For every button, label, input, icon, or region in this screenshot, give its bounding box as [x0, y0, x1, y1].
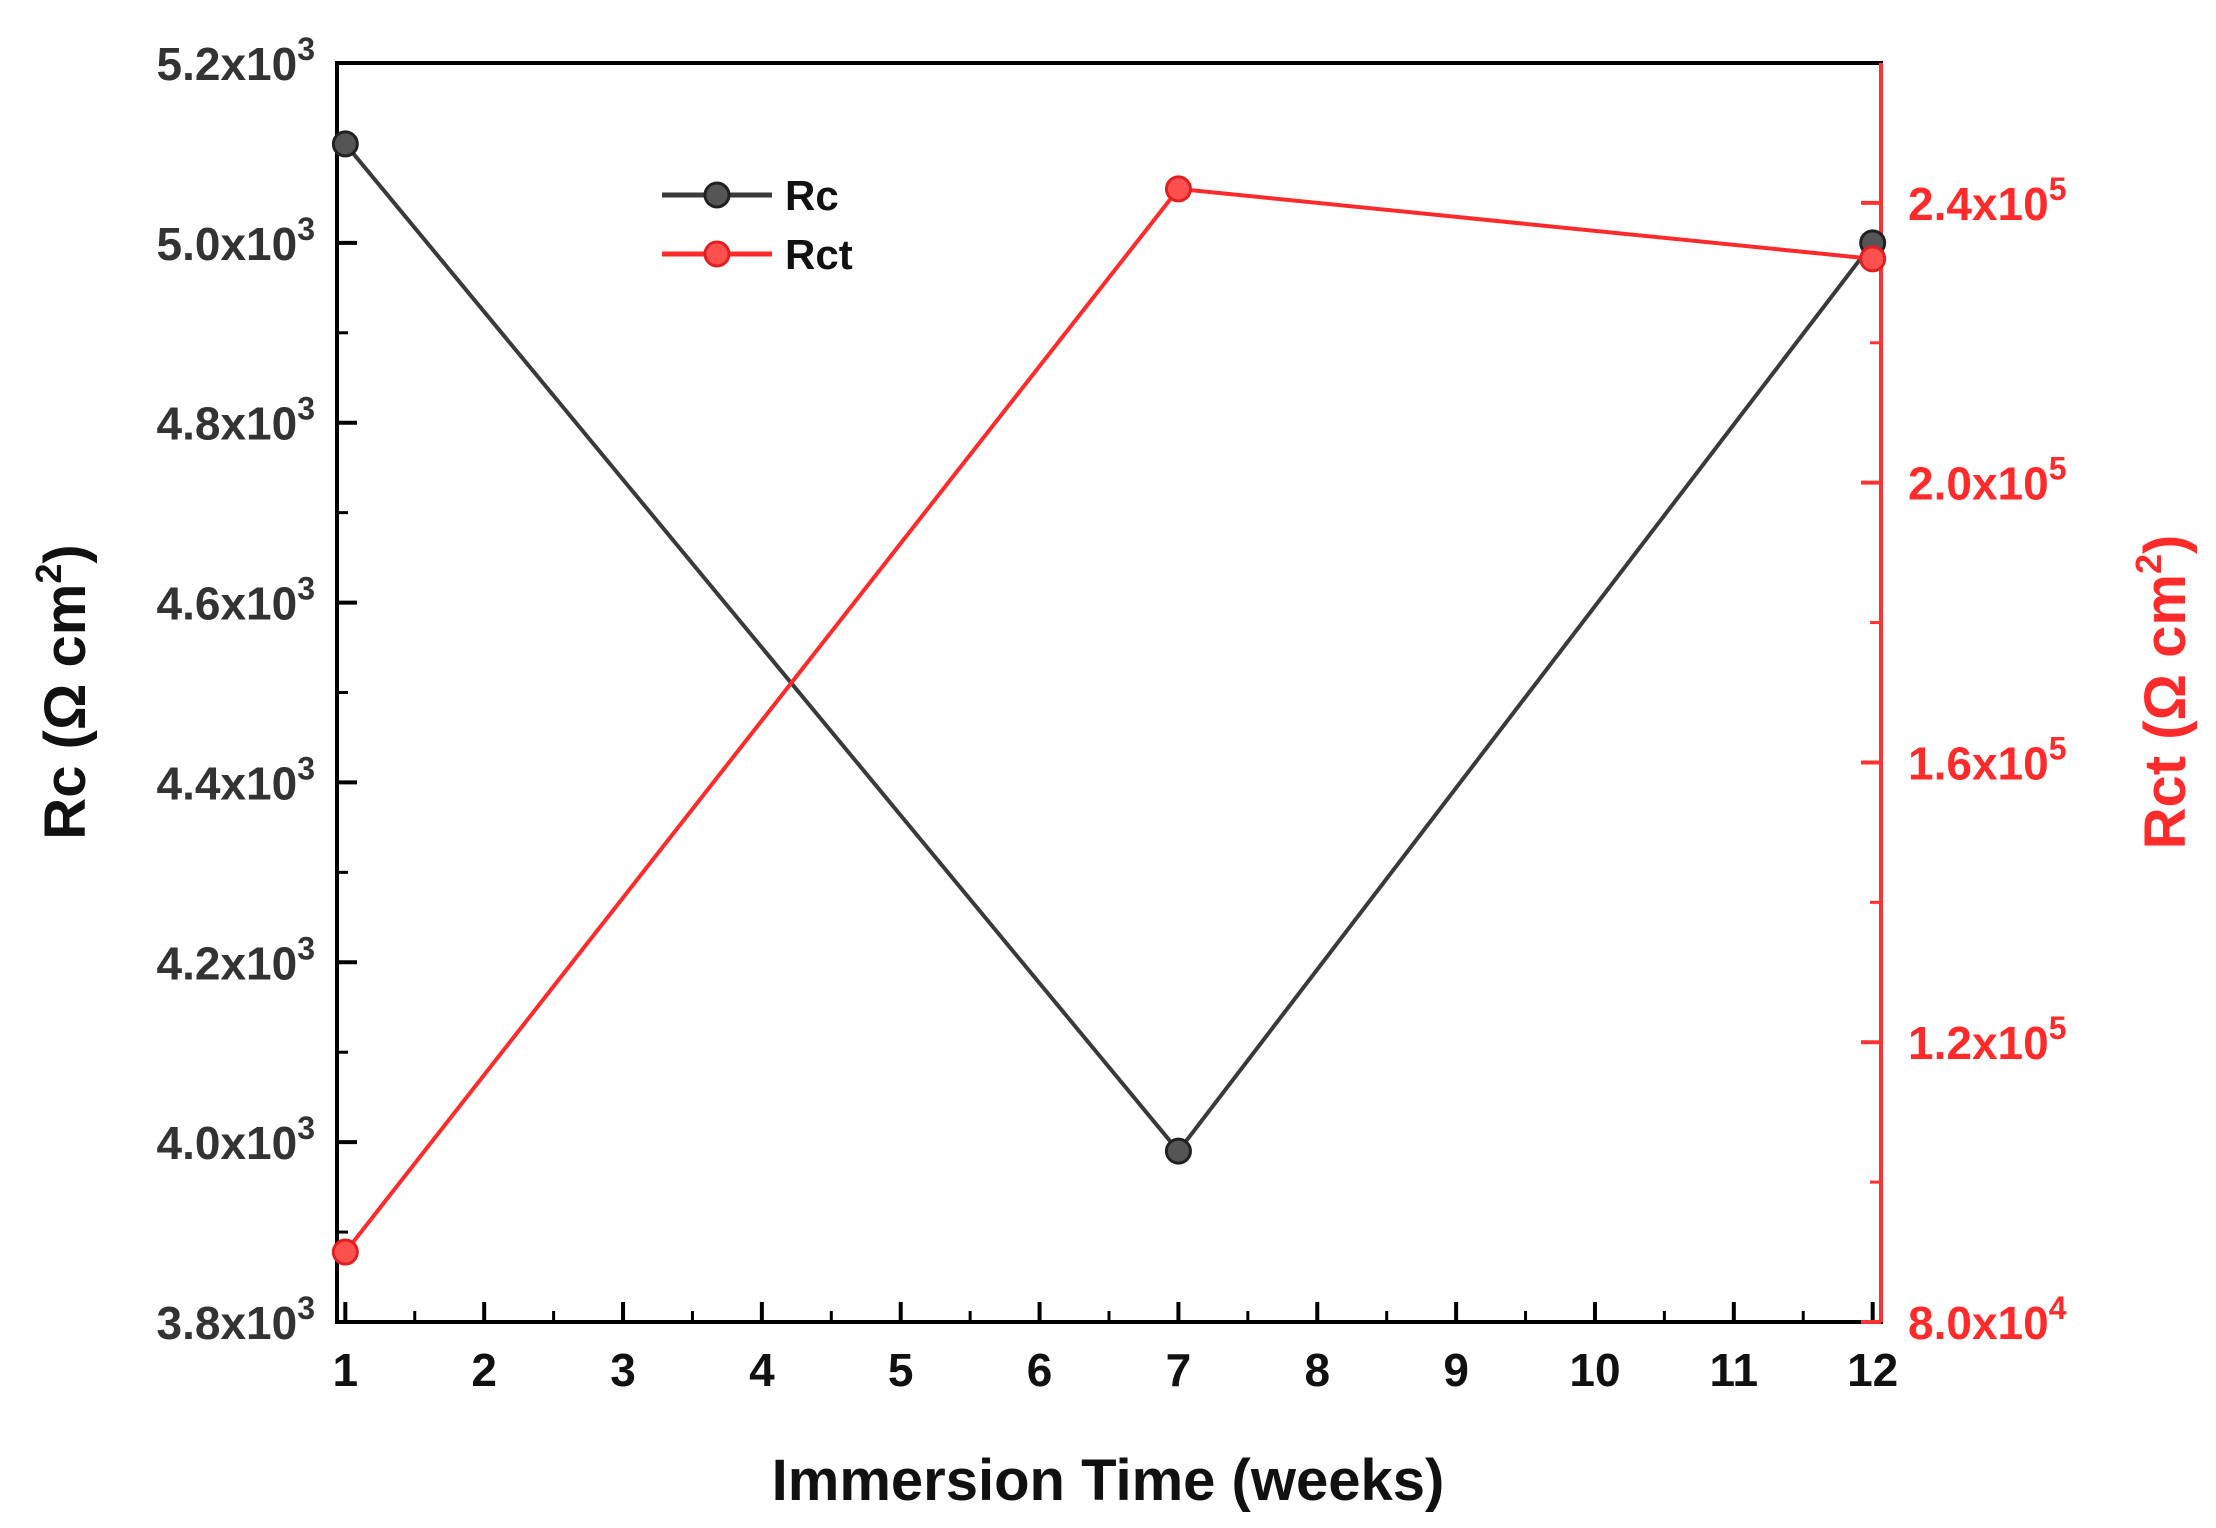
right-tick-label-160000-mantissa: 1.6x10: [1908, 737, 2049, 789]
right-axis-title-sup: 2: [2128, 554, 2169, 574]
left-axis-title-close: ): [33, 544, 98, 563]
legend-entry-rct: Rct: [662, 231, 853, 278]
legend-entry-rc: Rc: [662, 172, 839, 219]
series-layer: [331, 130, 1887, 1266]
x-tick-label-2: 2: [471, 1344, 497, 1396]
right-tick-label-120000: 1.2x105: [1908, 1010, 2067, 1069]
left-tick-label-4800-exponent: 3: [297, 391, 315, 427]
left-tick-label-4200: 4.2x103: [157, 930, 316, 989]
right-tick-label-240000-exponent: 5: [2049, 171, 2067, 207]
right-tick-label-200000-exponent: 5: [2049, 451, 2067, 487]
left-tick-label-4200-exponent: 3: [297, 930, 315, 966]
left-tick-label-5000-exponent: 3: [297, 211, 315, 247]
series-line-rct: [343, 186, 1873, 1254]
left-tick-label-4000-exponent: 3: [297, 1110, 315, 1146]
right-axis-title-main: Rct (Ω cm: [2133, 574, 2198, 849]
right-tick-label-80000-exponent: 4: [2049, 1290, 2067, 1326]
x-tick-label-10: 10: [1569, 1344, 1620, 1396]
right-tick-label-200000-mantissa: 2.0x10: [1908, 458, 2049, 510]
left-tick-label-4400-mantissa: 4.4x10: [157, 757, 298, 809]
left-tick-label-5200-exponent: 3: [297, 31, 315, 67]
left-tick-label-4600-exponent: 3: [297, 571, 315, 607]
data-point-rct-week-7: [1164, 175, 1192, 203]
left-axis-title-main: Rc (Ω cm: [33, 584, 98, 840]
plot-frame: [335, 61, 1883, 1324]
data-point-rc-week-7: [1164, 1137, 1192, 1165]
x-tick-label-3: 3: [610, 1344, 636, 1396]
left-tick-label-4800: 4.8x103: [157, 391, 316, 450]
x-tick-label-7: 7: [1166, 1344, 1192, 1396]
left-tick-label-4200-mantissa: 4.2x10: [157, 937, 298, 989]
left-tick-label-5000: 5.0x103: [157, 211, 316, 270]
right-tick-label-120000-exponent: 5: [2049, 1010, 2067, 1046]
left-tick-label-5000-mantissa: 5.0x10: [157, 218, 298, 270]
right-tick-label-160000: 1.6x105: [1908, 730, 2067, 789]
left-tick-label-4600-mantissa: 4.6x10: [157, 578, 298, 630]
legend-marker-rc: [703, 181, 731, 209]
right-tick-label-80000: 8.0x104: [1908, 1290, 2067, 1349]
right-tick-label-200000: 2.0x105: [1908, 451, 2067, 510]
left-tick-label-3800-mantissa: 3.8x10: [157, 1297, 298, 1349]
data-point-rct-week-1: [331, 1238, 359, 1266]
x-tick-label-11: 11: [1709, 1344, 1758, 1396]
legend-label-rc: Rc: [785, 172, 839, 219]
legend-marker-rct: [703, 240, 731, 268]
right-tick-label-120000-mantissa: 1.2x10: [1908, 1017, 2049, 1069]
right-tick-label-160000-exponent: 5: [2049, 730, 2067, 766]
left-tick-label-4000: 4.0x103: [157, 1110, 316, 1169]
right-tick-label-240000-mantissa: 2.4x10: [1908, 178, 2049, 230]
left-tick-label-4400-exponent: 3: [297, 750, 315, 786]
right-tick-label-240000: 2.4x105: [1908, 171, 2067, 230]
left-tick-label-5200: 5.2x103: [157, 31, 316, 90]
data-point-rct-week-12: [1859, 245, 1887, 273]
right-axis-title-close: ): [2133, 535, 2198, 554]
left-axis-title-sup: 2: [28, 564, 69, 584]
right-tick-label-80000-mantissa: 8.0x10: [1908, 1297, 2049, 1349]
left-axis-title: Rc (Ω cm2): [28, 544, 98, 839]
x-tick-label-6: 6: [1027, 1344, 1053, 1396]
left-tick-label-3800-exponent: 3: [297, 1290, 315, 1326]
x-axis-ticks: 1 2 3 4 5 6 7 8 9 10 11 12: [333, 1302, 1898, 1396]
x-tick-label-8: 8: [1304, 1344, 1330, 1396]
legend: Rc Rct: [662, 172, 853, 278]
legend-label-rct: Rct: [785, 231, 853, 278]
left-tick-label-4400: 4.4x103: [157, 750, 316, 809]
x-tick-label-4: 4: [749, 1344, 775, 1396]
x-axis-title: Immersion Time (weeks): [772, 1448, 1445, 1513]
x-tick-label-12: 12: [1847, 1344, 1898, 1396]
x-tick-label-1: 1: [333, 1344, 359, 1396]
x-tick-label-9: 9: [1443, 1344, 1469, 1396]
series-line-rc: [343, 142, 1875, 1154]
left-tick-label-4800-mantissa: 4.8x10: [157, 398, 298, 450]
x-tick-label-5: 5: [888, 1344, 914, 1396]
left-tick-label-5200-mantissa: 5.2x10: [157, 38, 298, 90]
left-tick-label-4600: 4.6x103: [157, 571, 316, 630]
left-tick-label-3800: 3.8x103: [157, 1290, 316, 1349]
data-point-rc-week-1: [331, 130, 359, 158]
left-axis-ticks: 3.8x1034.0x1034.2x1034.4x1034.6x1034.8x1…: [157, 31, 357, 1349]
left-tick-label-4000-mantissa: 4.0x10: [157, 1117, 298, 1169]
right-axis-title: Rct (Ω cm2): [2128, 535, 2198, 850]
